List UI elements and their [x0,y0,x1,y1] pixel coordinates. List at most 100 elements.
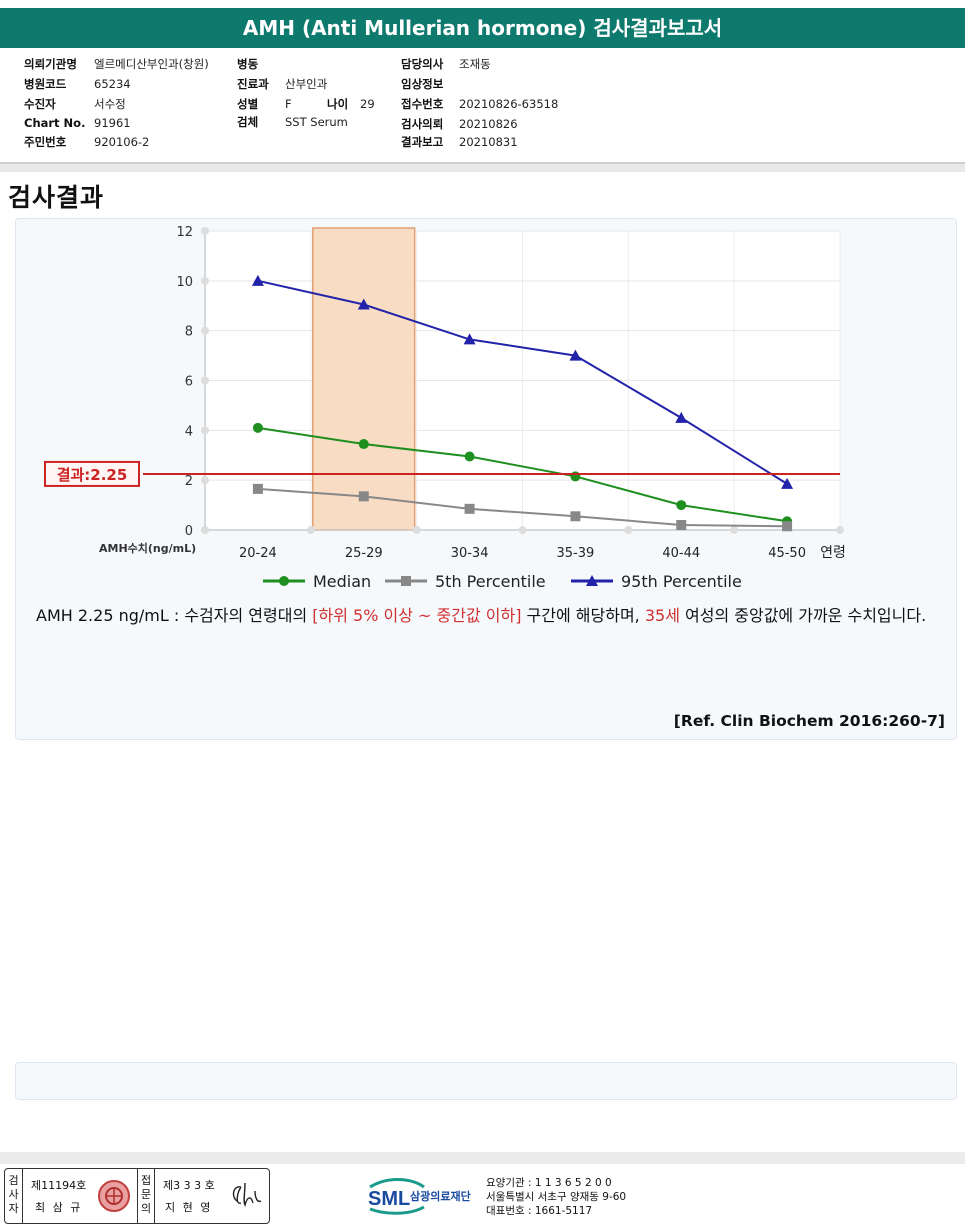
section-title: 검사결과 [8,183,105,212]
reviewer-name: 지 현 영 [165,1201,213,1214]
x-tick-dot [730,526,739,534]
data-point [569,349,582,361]
legend-marker [401,576,411,586]
reviewer-number: 제3 3 3 호 [163,1179,215,1192]
info-label: 의뢰기관명 [24,57,77,71]
y-tick-dot [201,326,209,335]
info-label: 접수번호 [401,97,444,111]
highlight-band [312,227,416,531]
y-tick-label: 10 [176,275,193,290]
org-name: 삼광의료재단 [410,1189,471,1203]
info-value: 서수정 [94,97,126,111]
info-label: 수진자 [24,97,56,111]
x-tick-dot [836,526,844,534]
result-description: AMH 2.25 ng/mL : 수검자의 연령대의 [하위 5% 이상 ~ 중… [36,604,946,628]
logo-text: SML [368,1188,410,1210]
patient-info: 의뢰기관명 엘르메디산부인과(창원) 병원코드 65234 수진자 서수정 Chart… [0,50,965,164]
section-divider [0,164,965,172]
x-tick-dot [412,526,421,534]
data-point [570,471,581,482]
org-line-1: 요양기관 : 1 1 3 6 5 2 0 0 [486,1177,612,1189]
x-axis-suffix: 연령 [820,545,846,561]
reviewer-label: 접문의 [137,1169,155,1223]
info-value: 엘르메디산부인과(창원) [94,57,209,71]
data-point [676,520,687,531]
x-tick-label: 25-29 [345,546,383,561]
tester-name: 최 삼 규 [35,1201,83,1214]
y-tick-label: 2 [185,474,193,489]
description-age: 35세 [644,606,680,625]
org-line-3: 대표번호 : 1661-5117 [486,1205,593,1217]
info-label: 나이 [327,97,349,111]
handwritten-signature [232,1182,262,1208]
y-tick-dot [201,476,209,485]
data-point [252,422,263,433]
info-label: Chart No. [24,116,86,130]
data-point [252,483,263,494]
info-label: 임상정보 [401,77,444,91]
info-label: 결과보고 [401,135,444,149]
info-label: 담당의사 [401,57,444,71]
data-point [251,274,264,286]
legend-marker [586,575,598,586]
info-label: 병동 [237,57,259,71]
legend-marker [279,576,289,586]
description-range: [하위 5% 이상 ~ 중간값 이하] [312,606,522,625]
y-axis-label: AMH수치(ng/mL) [99,541,196,555]
info-label: 검사의뢰 [401,117,444,131]
legend-label: Median [313,572,371,591]
info-value: 91961 [94,116,131,130]
x-tick-dot [201,526,209,534]
description-middle: 구간에 해당하며, [521,606,645,625]
y-tick-dot [201,426,209,435]
data-point [675,411,688,423]
info-value: 20210826-63518 [459,97,559,111]
info-value: F [285,97,292,111]
y-tick-label: 6 [185,375,193,390]
y-tick-label: 4 [185,424,193,439]
seal-stamp [98,1180,130,1212]
y-tick-label: 8 [185,325,193,340]
y-tick-label: 12 [176,225,193,240]
y-tick-label: 0 [185,524,193,539]
info-value: 20210831 [459,135,518,149]
info-value: 29 [360,97,375,111]
series-line [257,279,788,485]
description-prefix: AMH 2.25 ng/mL : 수검자의 연령대의 [36,606,313,625]
data-point [358,491,369,502]
data-point [464,451,475,462]
data-point [358,439,369,450]
empty-panel [15,1062,957,1100]
data-point [357,298,370,310]
legend-label: 95th Percentile [621,572,742,591]
info-value: 20210826 [459,117,518,131]
data-point [464,503,475,514]
reference: [Ref. Clin Biochem 2016:260-7] [673,712,945,730]
info-value: 조재동 [459,57,491,71]
y-tick-dot [201,227,209,235]
x-tick-dot [624,526,633,534]
x-tick-label: 30-34 [451,546,489,561]
info-label: 진료과 [237,77,269,91]
result-label: 결과:2.25 [57,466,128,484]
org-line-2: 서울특별시 서초구 양재동 9-60 [486,1191,627,1203]
amh-chart: 0 2 4 6 8 10 12 20-24 25-29 30-34 35-39 40-44 45-50 연… [44,225,846,591]
info-label: 검체 [237,115,259,129]
info-value: 920106-2 [94,135,150,149]
info-value: 산부인과 [285,77,328,91]
footer-divider [0,1152,965,1164]
series-line [257,487,788,528]
data-point [463,333,476,345]
data-point [570,511,581,522]
info-label: 병원코드 [24,77,67,91]
organization-info: 요양기관 : 1 1 3 6 5 2 0 0 서울특별시 서초구 양재동 9-6… [486,1176,626,1218]
series-line [257,426,788,523]
tester-number: 제11194호 [31,1179,87,1192]
organization-logo: SML 삼광의료재단 [366,1175,482,1219]
x-tick-label: 45-50 [768,546,806,561]
result-label-box [44,460,140,487]
description-suffix: 여성의 중앙값에 가까운 수치입니다. [679,606,927,625]
data-point [782,521,793,532]
info-label: 주민번호 [24,135,67,149]
signature-box: 검사자 제11194호 최 삼 규 접문의 제3 3 3 호 지 현 영 [4,1168,270,1224]
